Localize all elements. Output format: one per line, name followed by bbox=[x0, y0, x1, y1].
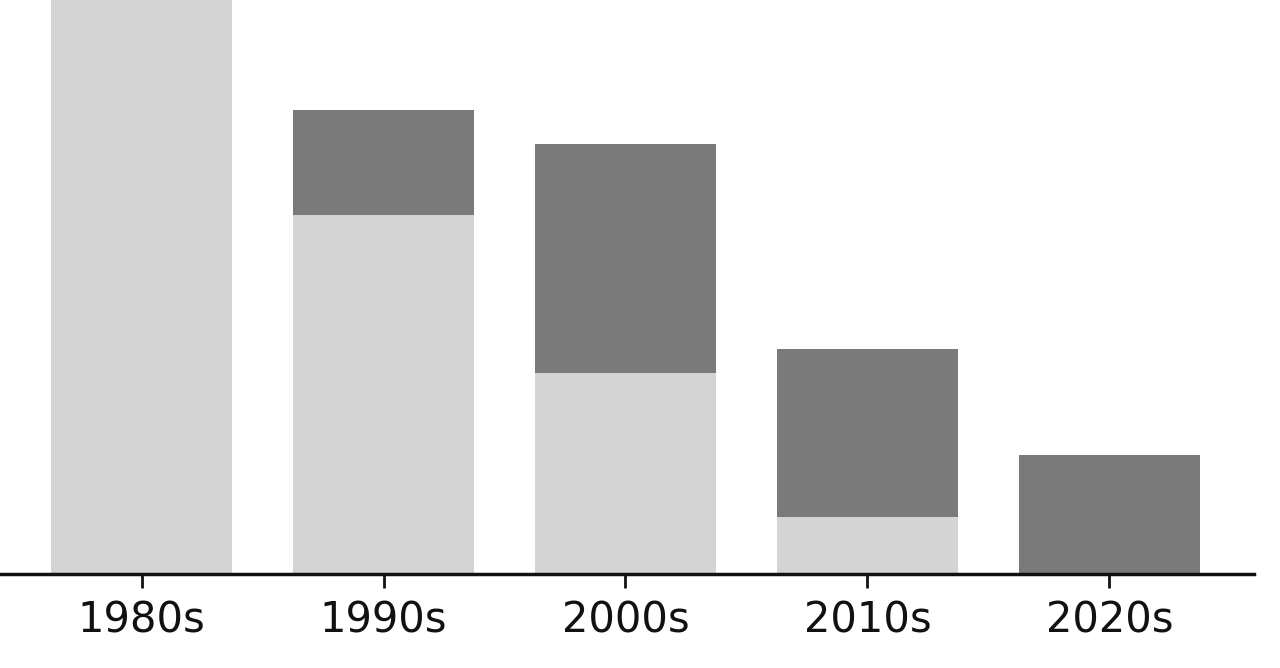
Bar bbox=[777, 517, 957, 574]
Bar bbox=[293, 215, 475, 574]
Bar bbox=[535, 144, 716, 373]
Bar bbox=[777, 349, 957, 517]
Bar bbox=[293, 110, 475, 215]
Bar bbox=[1019, 455, 1199, 574]
Bar bbox=[51, 0, 233, 574]
Bar bbox=[535, 373, 716, 574]
